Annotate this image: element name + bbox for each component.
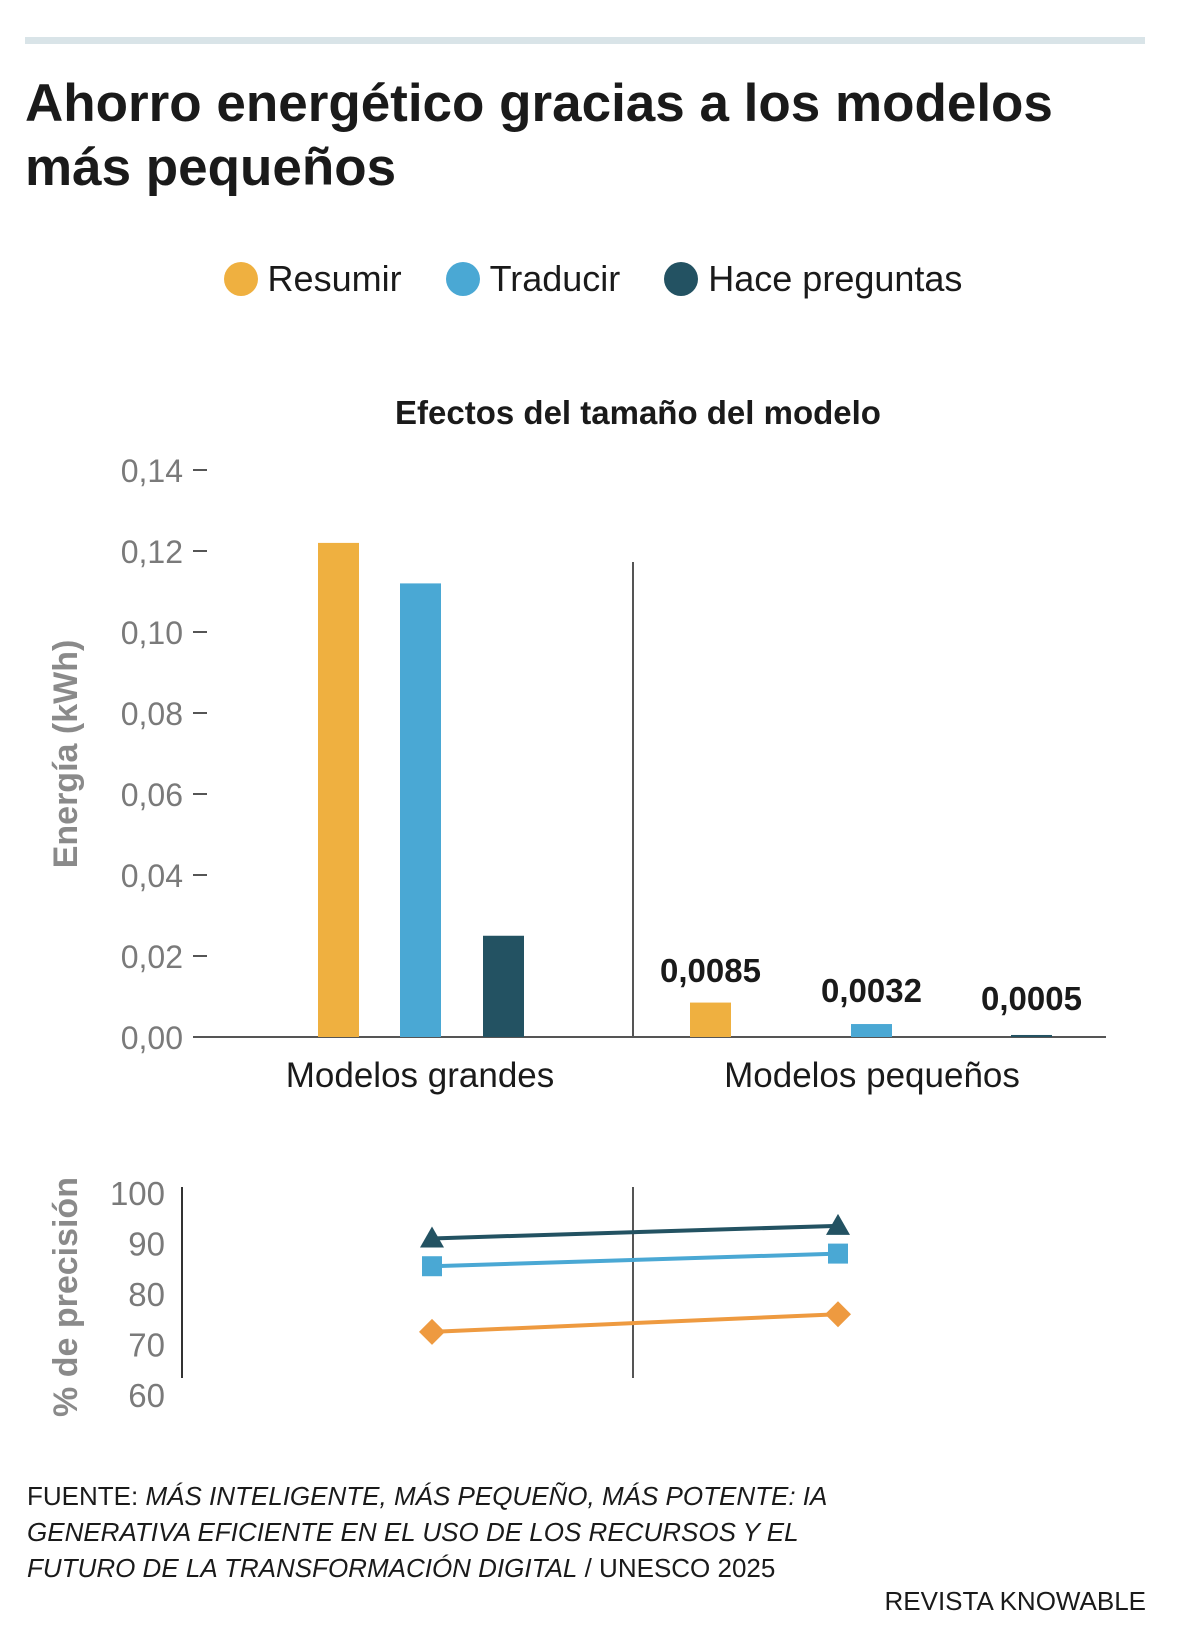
marker-diamond <box>419 1318 445 1345</box>
source-prefix: FUENTE: <box>27 1481 146 1511</box>
x-category-label: Modelos grandes <box>286 1056 555 1095</box>
precision-tick-label: 60 <box>128 1377 165 1414</box>
precision-line-hace-preguntas <box>431 1223 839 1241</box>
data-label: 0,0085 <box>660 952 761 989</box>
bar-chart: Efectos del tamaño del modelo 0,00 0,02 0,0… <box>47 394 1106 1095</box>
line-chart: % de precisión 60 70 80 90 100 <box>47 1175 851 1417</box>
y-axis-label-precision: % de precisión <box>47 1177 85 1417</box>
precision-tick-label: 100 <box>110 1175 165 1212</box>
legend-item-resumir: Resumir <box>223 258 402 300</box>
y-tick-label: 0,12 <box>121 534 183 570</box>
precision-line-resumir <box>431 1312 839 1334</box>
precision-tick-label: 90 <box>128 1226 165 1263</box>
source-suffix: / UNESCO 2025 <box>577 1553 776 1583</box>
legend-swatch-resumir <box>223 262 258 296</box>
marker-triangle <box>826 1213 850 1235</box>
legend-label-traducir: Traducir <box>489 258 621 299</box>
y-tick-label: 0,06 <box>121 777 183 813</box>
legend-item-traducir: Traducir <box>445 258 621 300</box>
precision-tick-label: 80 <box>128 1276 165 1313</box>
legend-item-hace-preguntas: Hace preguntas <box>664 258 962 300</box>
precision-tick-label: 70 <box>128 1327 165 1364</box>
data-label: 0,0032 <box>821 972 922 1009</box>
page-title: Ahorro energético gracias a los modelos … <box>25 74 1053 197</box>
y-tick-label: 0,02 <box>121 939 183 975</box>
legend: Resumir Traducir Hace preguntas <box>0 258 1186 300</box>
source-note: FUENTE: MÁS INTELIGENTE, MÁS PEQUEÑO, MÁ… <box>27 1478 827 1586</box>
bar-resumir-pequenos <box>690 1002 731 1037</box>
marker-diamond <box>825 1301 851 1328</box>
y-axis-label: Energía (kWh) <box>47 640 85 869</box>
legend-swatch-hace-preguntas <box>664 262 699 296</box>
y-tick-label: 0,10 <box>121 615 183 651</box>
bar-hace-preguntas-grandes <box>483 935 524 1037</box>
y-tick-label: 0,08 <box>121 696 183 732</box>
marker-triangle <box>420 1226 444 1248</box>
bar-traducir-pequenos <box>851 1024 892 1037</box>
publisher-credit: REVISTA KNOWABLE <box>884 1586 1146 1616</box>
y-tick-label: 0,04 <box>121 858 183 894</box>
marker-square <box>828 1243 848 1264</box>
marker-square <box>422 1256 442 1277</box>
legend-label-hace-preguntas: Hace preguntas <box>708 258 963 299</box>
bar-hace-preguntas-pequenos <box>1011 1034 1052 1037</box>
legend-swatch-traducir <box>445 262 480 296</box>
x-category-label: Modelos pequeños <box>724 1056 1020 1095</box>
bar-resumir-grandes <box>318 542 359 1037</box>
precision-line-traducir <box>431 1251 839 1269</box>
bar-chart-title: Efectos del tamaño del modelo <box>395 394 881 431</box>
y-tick-label: 0,00 <box>121 1020 183 1056</box>
top-divider <box>25 37 1145 44</box>
legend-label-resumir: Resumir <box>267 258 402 299</box>
source-title: MÁS INTELIGENTE, MÁS PEQUEÑO, MÁS POTENT… <box>27 1481 827 1583</box>
data-label: 0,0005 <box>981 980 1082 1017</box>
bar-traducir-grandes <box>400 583 441 1037</box>
y-tick-label: 0,14 <box>121 453 183 489</box>
charts: Efectos del tamaño del modelo 0,00 0,02 0,0… <box>47 394 1106 1417</box>
